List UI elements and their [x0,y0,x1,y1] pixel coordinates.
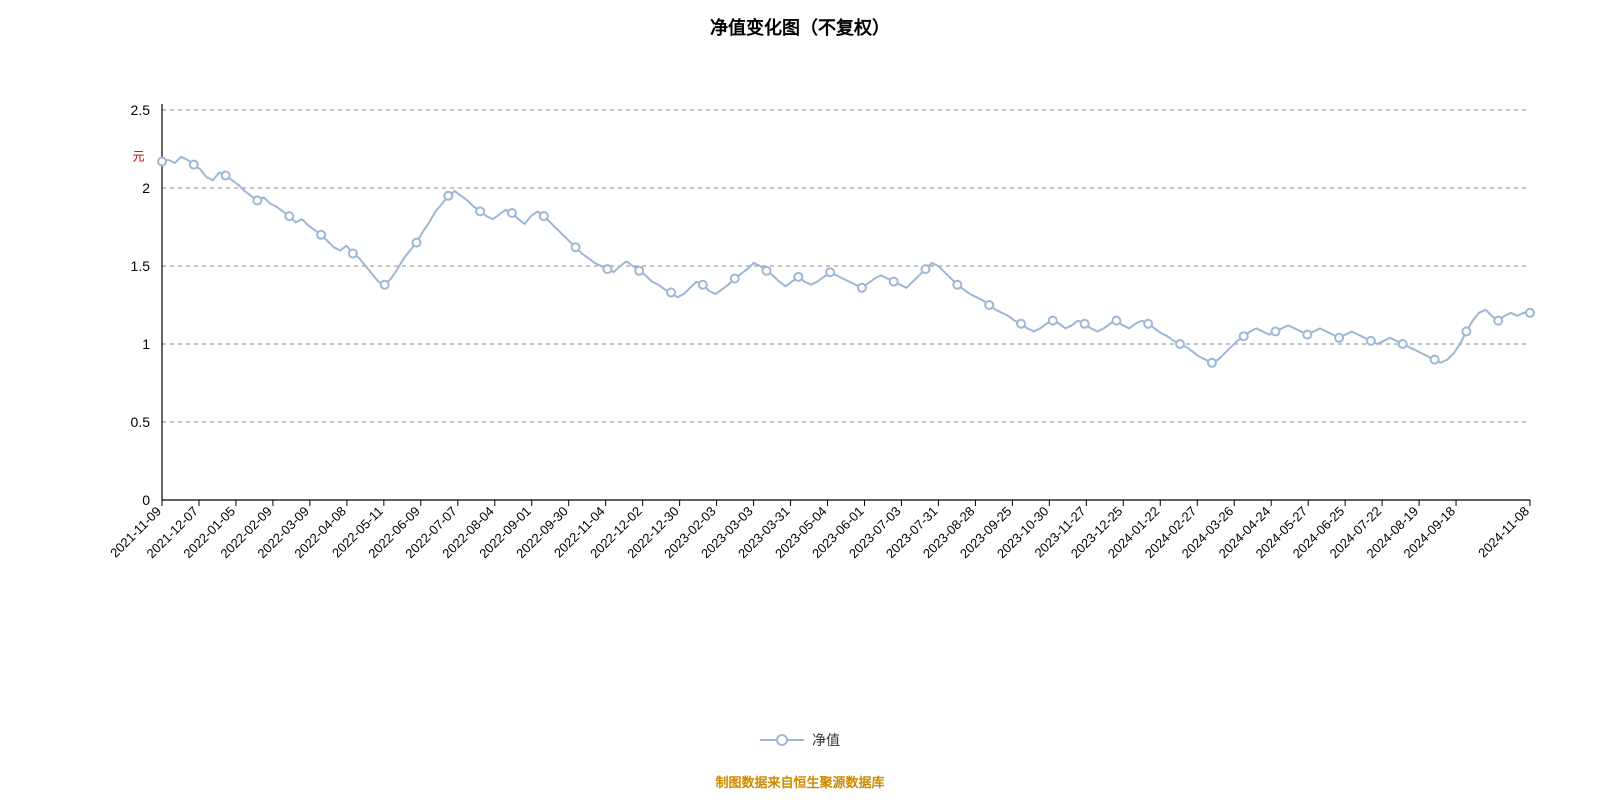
chart-footer-credit: 制图数据来自恒生聚源数据库 [0,772,1600,791]
x-tick-label: 2024-11-08 [1475,504,1532,561]
y-tick-label: 1 [142,336,150,352]
chart-legend: 净值 [0,730,1600,750]
chart-title: 净值变化图（不复权） [0,14,1600,40]
y-tick-label: 0.5 [131,414,151,430]
legend-label: 净值 [812,730,840,750]
legend-marker [760,733,804,747]
chart-container: 净值变化图（不复权） 00.511.522.5元2021-11-092021-1… [0,0,1600,800]
y-tick-label: 0 [142,492,150,508]
line-chart: 00.511.522.5元2021-11-092021-12-072022-01… [0,0,1600,800]
y-tick-label: 2 [142,180,150,196]
y-tick-label: 2.5 [131,102,151,118]
y-tick-label: 1.5 [131,258,151,274]
series-markers [158,158,1534,367]
y-axis-unit: 元 [131,150,145,163]
